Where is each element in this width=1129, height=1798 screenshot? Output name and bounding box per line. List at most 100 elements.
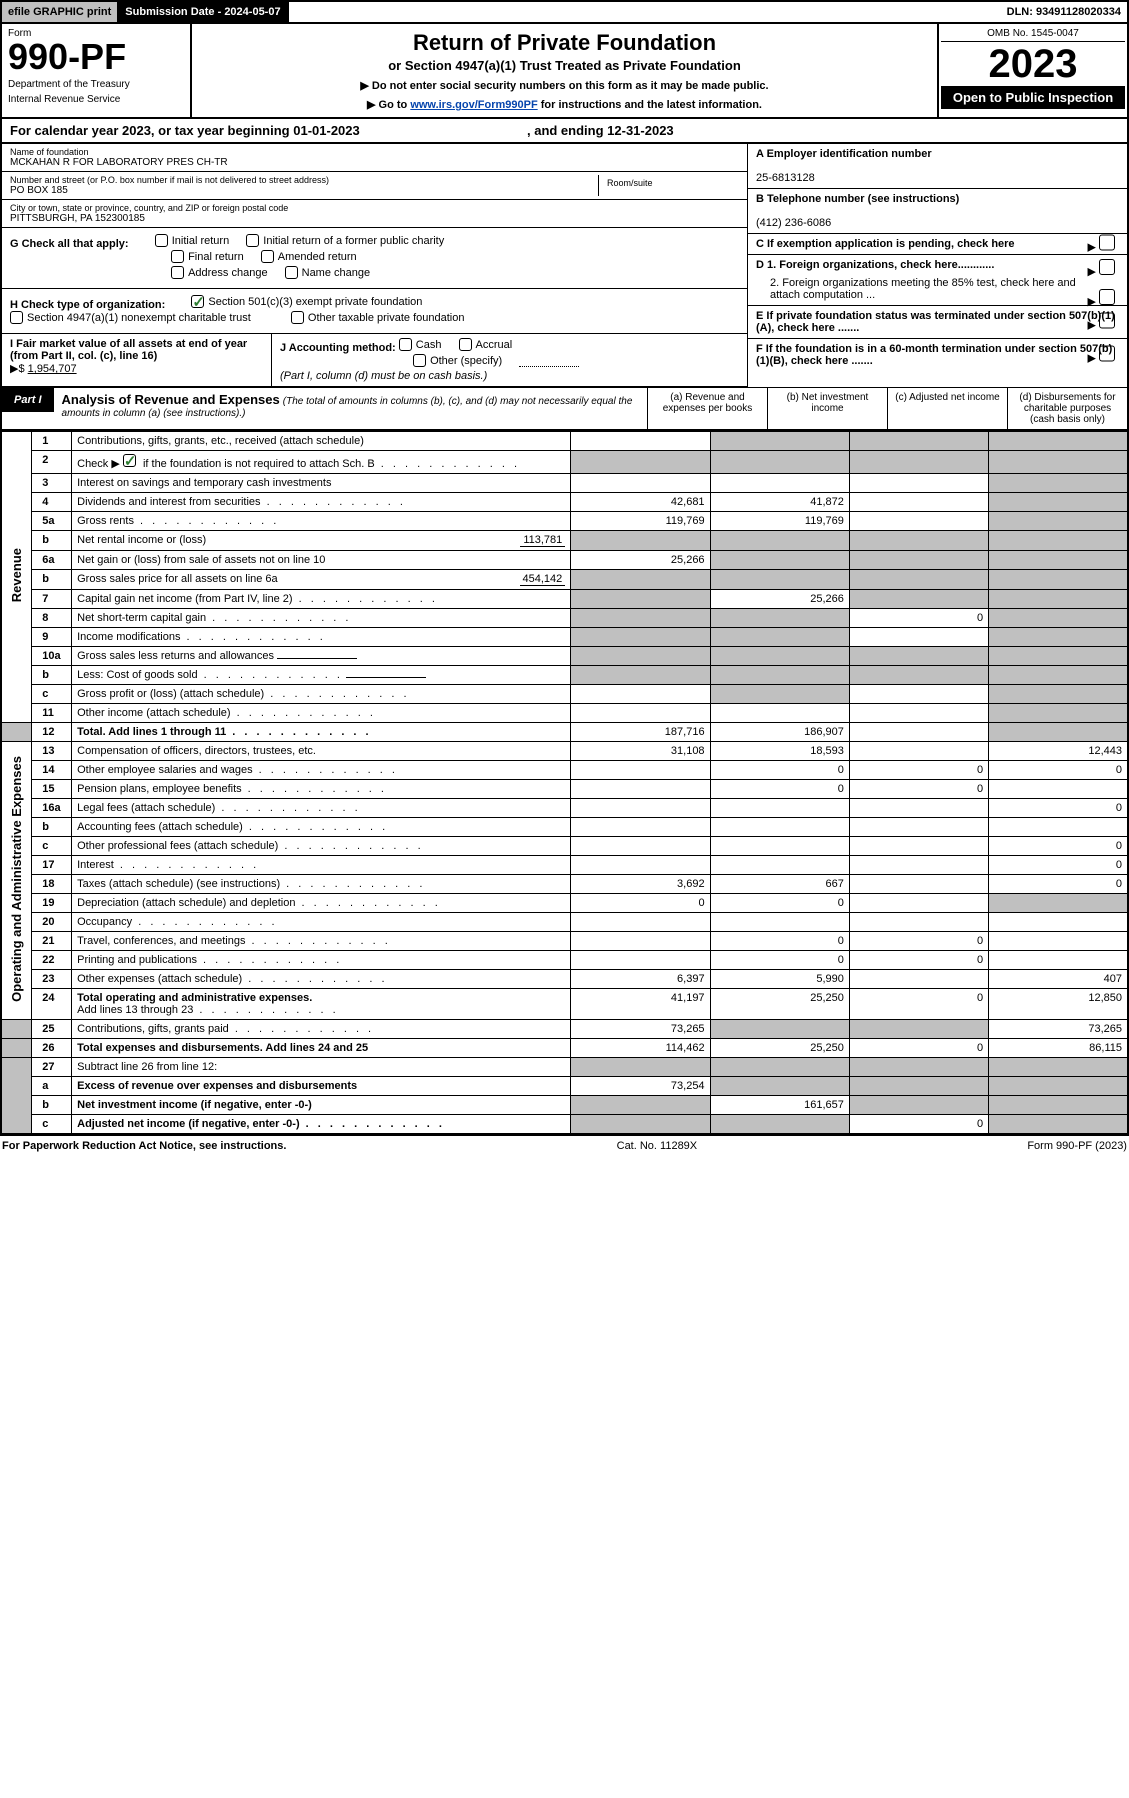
street-address: PO BOX 185 <box>10 185 598 196</box>
table-row: 23Other expenses (attach schedule) 6,397… <box>1 970 1128 989</box>
table-row: 8Net short-term capital gain 0 <box>1 609 1128 628</box>
ein-value: 25-6813128 <box>756 172 815 184</box>
part1-title: Analysis of Revenue and Expenses <box>62 392 280 407</box>
form-header: Form 990-PF Department of the Treasury I… <box>0 24 1129 119</box>
column-headers: (a) Revenue and expenses per books (b) N… <box>647 388 1127 429</box>
section-j: J Accounting method: Cash Accrual Other … <box>272 334 747 386</box>
calendar-year-row: For calendar year 2023, or tax year begi… <box>0 119 1129 144</box>
table-row: cGross profit or (loss) (attach schedule… <box>1 685 1128 704</box>
page-footer: For Paperwork Reduction Act Notice, see … <box>0 1135 1129 1156</box>
section-i: I Fair market value of all assets at end… <box>2 334 272 386</box>
tax-year: 2023 <box>941 42 1125 86</box>
chk-sch-b[interactable] <box>123 454 136 467</box>
chk-address-change[interactable]: Address change <box>171 266 268 279</box>
foundation-name-cell: Name of foundation MCKAHAN R FOR LABORAT… <box>2 144 747 172</box>
address-row: Number and street (or P.O. box number if… <box>2 172 747 200</box>
foundation-name: MCKAHAN R FOR LABORATORY PRES CH-TR <box>10 157 739 168</box>
chk-name-change[interactable]: Name change <box>285 266 371 279</box>
table-row: cOther professional fees (attach schedul… <box>1 837 1128 856</box>
table-row: 25Contributions, gifts, grants paid 73,2… <box>1 1020 1128 1039</box>
telephone-cell: B Telephone number (see instructions) (4… <box>748 189 1127 234</box>
chk-terminated[interactable] <box>1099 313 1115 329</box>
chk-60month[interactable] <box>1099 346 1115 362</box>
catalog-number: Cat. No. 11289X <box>617 1140 698 1152</box>
table-row: 16aLegal fees (attach schedule) 0 <box>1 799 1128 818</box>
table-row: 19Depreciation (attach schedule) and dep… <box>1 894 1128 913</box>
part1-header: Part I Analysis of Revenue and Expenses … <box>0 387 1129 431</box>
col-b-header: (b) Net investment income <box>767 388 887 429</box>
city-cell: City or town, state or province, country… <box>2 200 747 228</box>
info-grid: Name of foundation MCKAHAN R FOR LABORAT… <box>0 144 1129 387</box>
table-row: 3Interest on savings and temporary cash … <box>1 474 1128 493</box>
section-f: F If the foundation is in a 60-month ter… <box>748 339 1127 371</box>
header-left: Form 990-PF Department of the Treasury I… <box>2 24 192 117</box>
year-end: 12-31-2023 <box>607 123 674 138</box>
table-row: 6aNet gain or (loss) from sale of assets… <box>1 551 1128 570</box>
table-row: 27Subtract line 26 from line 12: <box>1 1058 1128 1077</box>
col-c-header: (c) Adjusted net income <box>887 388 1007 429</box>
dept-treasury: Department of the Treasury <box>8 79 184 90</box>
table-row: 21Travel, conferences, and meetings 00 <box>1 932 1128 951</box>
table-row: Operating and Administrative Expenses 13… <box>1 742 1128 761</box>
chk-amended-return[interactable]: Amended return <box>261 250 357 263</box>
form-number: 990-PF <box>8 39 184 75</box>
chk-85pct[interactable] <box>1099 289 1115 305</box>
table-row: 18Taxes (attach schedule) (see instructi… <box>1 875 1128 894</box>
header-right: OMB No. 1545-0047 2023 Open to Public In… <box>937 24 1127 117</box>
col-a-header: (a) Revenue and expenses per books <box>647 388 767 429</box>
table-row: 20Occupancy <box>1 913 1128 932</box>
table-row: 11Other income (attach schedule) <box>1 704 1128 723</box>
table-row: 2 Check ▶ if the foundation is not requi… <box>1 451 1128 474</box>
chk-final-return[interactable]: Final return <box>171 250 244 263</box>
chk-foreign-org[interactable] <box>1099 259 1115 275</box>
chk-initial-return[interactable]: Initial return <box>155 234 229 247</box>
paperwork-notice: For Paperwork Reduction Act Notice, see … <box>2 1140 286 1152</box>
info-right: A Employer identification number 25-6813… <box>747 144 1127 387</box>
table-row: 26Total expenses and disbursements. Add … <box>1 1039 1128 1058</box>
form-subtitle: or Section 4947(a)(1) Trust Treated as P… <box>202 58 927 73</box>
form-ref: Form 990-PF (2023) <box>1027 1140 1127 1152</box>
chk-accrual[interactable]: Accrual <box>459 338 513 351</box>
telephone-value: (412) 236-6086 <box>756 217 831 229</box>
section-h: H Check type of organization: Section 50… <box>2 289 747 334</box>
section-ij: I Fair market value of all assets at end… <box>2 334 747 387</box>
table-row: 10aGross sales less returns and allowanc… <box>1 647 1128 666</box>
fmv-value: 1,954,707 <box>28 363 77 375</box>
revenue-label: Revenue <box>1 432 32 723</box>
chk-501c3[interactable]: Section 501(c)(3) exempt private foundat… <box>191 295 422 308</box>
table-row: 7Capital gain net income (from Part IV, … <box>1 590 1128 609</box>
year-begin: 01-01-2023 <box>293 123 360 138</box>
table-row: bNet investment income (if negative, ent… <box>1 1096 1128 1115</box>
ein-cell: A Employer identification number 25-6813… <box>748 144 1127 189</box>
chk-4947[interactable]: Section 4947(a)(1) nonexempt charitable … <box>10 311 251 324</box>
dept-irs: Internal Revenue Service <box>8 94 184 105</box>
dln-label: DLN: 93491128020334 <box>1001 2 1127 22</box>
table-row: aExcess of revenue over expenses and dis… <box>1 1077 1128 1096</box>
chk-other-taxable[interactable]: Other taxable private foundation <box>291 311 465 324</box>
part1-tag: Part I <box>2 388 54 412</box>
table-row: Revenue 1 Contributions, gifts, grants, … <box>1 432 1128 451</box>
section-c: C If exemption application is pending, c… <box>748 234 1127 255</box>
table-row: cAdjusted net income (if negative, enter… <box>1 1115 1128 1135</box>
table-row: bLess: Cost of goods sold <box>1 666 1128 685</box>
chk-cash[interactable]: Cash <box>399 338 442 351</box>
instructions-link[interactable]: www.irs.gov/Form990PF <box>410 99 537 111</box>
table-row: 22Printing and publications 00 <box>1 951 1128 970</box>
chk-other-method[interactable]: Other (specify) <box>413 354 502 367</box>
table-row: bNet rental income or (loss) 113,781 <box>1 531 1128 551</box>
chk-exemption-pending[interactable] <box>1099 235 1115 251</box>
section-d: D 1. Foreign organizations, check here..… <box>748 255 1127 306</box>
check-icon <box>191 295 204 308</box>
open-to-public: Open to Public Inspection <box>941 86 1125 109</box>
section-g: G Check all that apply: Initial return I… <box>2 228 747 289</box>
section-e: E If private foundation status was termi… <box>748 306 1127 339</box>
city-state-zip: PITTSBURGH, PA 152300185 <box>10 213 739 224</box>
table-row: bGross sales price for all assets on lin… <box>1 570 1128 590</box>
submission-date: Submission Date - 2024-05-07 <box>119 2 288 22</box>
table-row: bAccounting fees (attach schedule) <box>1 818 1128 837</box>
part1-table: Revenue 1 Contributions, gifts, grants, … <box>0 431 1129 1135</box>
table-row: 12Total. Add lines 1 through 11 187,7161… <box>1 723 1128 742</box>
chk-initial-former[interactable]: Initial return of a former public charit… <box>246 234 444 247</box>
omb-number: OMB No. 1545-0047 <box>941 26 1125 42</box>
table-row: 14Other employee salaries and wages 000 <box>1 761 1128 780</box>
